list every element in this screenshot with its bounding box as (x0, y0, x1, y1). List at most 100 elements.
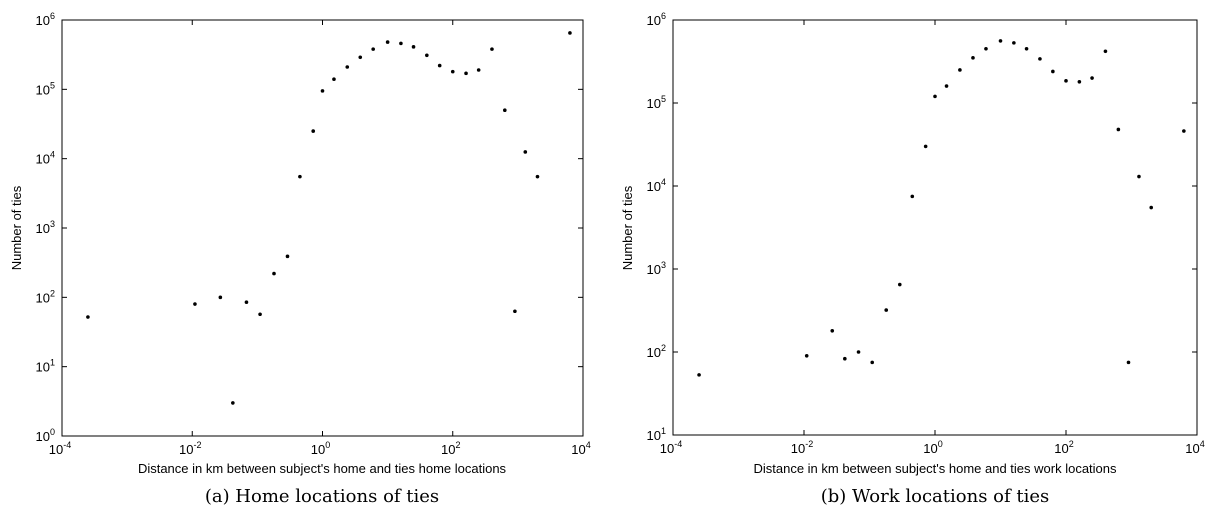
data-point (897, 282, 902, 287)
y-tick-label: 102 (36, 288, 55, 305)
data-point (193, 302, 197, 306)
y-tick-exponent: 4 (50, 150, 55, 160)
y-tick-label: 106 (36, 11, 55, 28)
y-tick-exponent: 1 (50, 358, 55, 368)
data-point (1182, 129, 1186, 133)
x-tick-base: 10 (1054, 441, 1068, 456)
y-tick-label: 100 (36, 427, 55, 444)
x-tick-label: 10-4 (660, 439, 682, 456)
data-point (464, 71, 468, 76)
data-point (411, 45, 416, 49)
data-point (535, 174, 540, 179)
data-point (425, 53, 429, 58)
data-point (399, 41, 403, 46)
x-tick-label: 104 (571, 440, 590, 457)
data-point (1012, 41, 1016, 45)
data-point (437, 63, 442, 68)
x-tick-exponent: -4 (63, 440, 71, 450)
data-point (258, 312, 262, 317)
data-point (1077, 80, 1082, 84)
x-tick-exponent: 0 (938, 439, 943, 449)
data-point (311, 129, 316, 133)
y-tick-label: 104 (647, 177, 666, 194)
data-point (285, 254, 290, 259)
y-tick-base: 10 (647, 179, 661, 194)
x-tick-label: 104 (1185, 439, 1204, 456)
x-axis-label-b: Distance in km between subject's home an… (753, 461, 1117, 476)
data-point (1137, 174, 1141, 179)
data-point (320, 89, 325, 93)
plot-frame-b (672, 19, 1198, 436)
data-point (843, 356, 847, 361)
y-tick-base: 10 (36, 290, 50, 305)
data-point (1038, 57, 1042, 61)
x-tick-exponent: -4 (674, 439, 682, 449)
data-point (332, 77, 336, 82)
y-axis-label-b: Number of ties (620, 185, 635, 270)
data-point (298, 174, 302, 179)
y-tick-exponent: 4 (661, 177, 666, 187)
y-tick-exponent: 6 (661, 11, 666, 21)
x-tick-base: 10 (441, 442, 455, 457)
y-tick-exponent: 2 (50, 288, 55, 298)
data-point (1103, 49, 1108, 54)
y-tick-label: 105 (36, 80, 55, 97)
data-point (998, 39, 1003, 43)
data-point (1051, 69, 1055, 74)
x-axis-label-a: Distance in km between subject's home an… (138, 461, 507, 476)
data-point (358, 55, 363, 60)
data-point (568, 31, 572, 35)
y-tick-label: 105 (647, 94, 666, 111)
x-ticks-a: 10-4 10-2 100 102 104 (49, 20, 591, 457)
y-tick-exponent: 6 (50, 11, 55, 21)
x-tick-label: 10-4 (49, 440, 71, 457)
data-point (272, 271, 276, 276)
data-point (804, 353, 809, 358)
data-point (697, 373, 701, 377)
data-point (218, 295, 223, 300)
x-tick-base: 10 (791, 441, 805, 456)
y-tick-base: 10 (36, 429, 50, 444)
y-tick-label: 106 (647, 11, 666, 28)
y-tick-base: 10 (36, 221, 50, 236)
y-tick-base: 10 (36, 13, 50, 28)
data-point (910, 194, 915, 199)
y-tick-base: 10 (647, 345, 661, 360)
data-point (884, 308, 889, 312)
y-tick-label: 101 (36, 358, 55, 375)
data-point (523, 150, 528, 154)
y-tick-exponent: 3 (661, 260, 666, 270)
data-point (450, 69, 455, 74)
x-tick-base: 10 (311, 442, 325, 457)
x-tick-exponent: -2 (805, 439, 813, 449)
y-tick-label: 102 (647, 343, 666, 360)
data-point (371, 47, 375, 51)
x-tick-label: 10-2 (791, 439, 813, 456)
data-point (1149, 205, 1154, 210)
data-point (1024, 46, 1029, 51)
y-tick-label: 103 (647, 260, 666, 277)
data-point (1126, 360, 1131, 365)
y-tick-base: 10 (647, 262, 661, 277)
x-tick-base: 10 (179, 442, 193, 457)
x-tick-label: 102 (441, 440, 460, 457)
data-point (1064, 79, 1068, 83)
y-tick-base: 10 (36, 82, 50, 97)
data-point (345, 65, 350, 69)
data-point (971, 56, 975, 60)
y-tick-label: 101 (647, 426, 666, 443)
y-tick-exponent: 3 (50, 219, 55, 229)
data-point (933, 94, 937, 99)
data-point (830, 329, 835, 333)
data-point (231, 401, 235, 405)
y-tick-exponent: 1 (661, 426, 666, 436)
y-tick-exponent: 0 (50, 427, 55, 437)
caption-a: (a) Home locations of ties (205, 486, 439, 507)
y-tick-label: 104 (36, 150, 55, 167)
y-tick-base: 10 (647, 428, 661, 443)
x-tick-base: 10 (923, 441, 937, 456)
data-point (244, 300, 249, 305)
